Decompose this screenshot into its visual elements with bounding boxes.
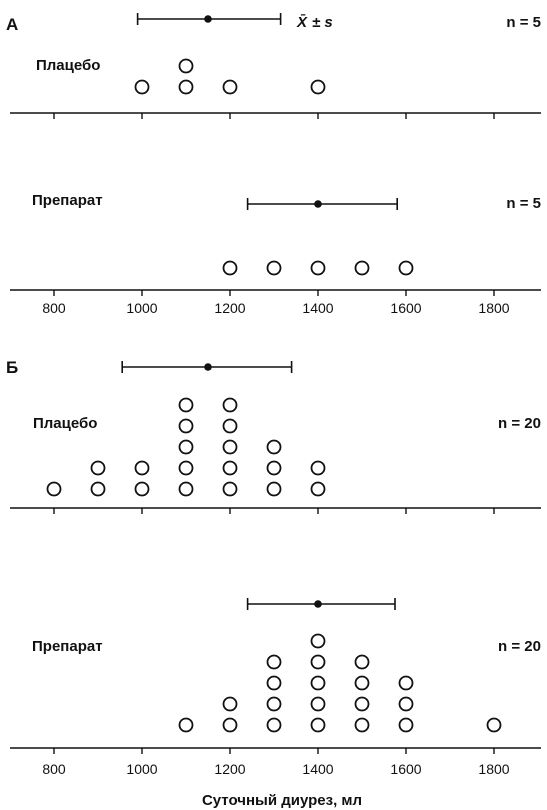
data-point-b-drug-9 xyxy=(310,696,326,712)
data-point-b-placebo-14 xyxy=(222,418,238,434)
data-point-b-placebo-18 xyxy=(266,439,282,455)
data-point-b-placebo-8 xyxy=(178,439,194,455)
x-tick-label-4-1600: 1600 xyxy=(390,761,421,777)
panel-label-a: А xyxy=(6,15,18,34)
data-point-b-drug-2 xyxy=(222,717,238,733)
plot-marks: 800 1000 1200 1400 1600 1800 800 1000 1200 1400 16… xyxy=(10,13,541,777)
data-point-b-placebo-19 xyxy=(310,481,326,497)
data-point-b-drug-10 xyxy=(310,675,326,691)
x-tick-label-4-1400: 1400 xyxy=(302,761,333,777)
n-label-a-drug: n = 5 xyxy=(506,195,541,212)
x-tick-label-4-1000: 1000 xyxy=(126,761,157,777)
data-point-a-placebo-3 xyxy=(178,58,194,74)
data-point-b-drug-13 xyxy=(354,717,370,733)
x-tick-label-2-1000: 1000 xyxy=(126,300,157,316)
data-point-a-drug-3 xyxy=(310,260,326,276)
data-point-b-drug-3 xyxy=(222,696,238,712)
mean-point-b-drug xyxy=(314,600,322,608)
data-point-b-placebo-6 xyxy=(178,481,194,497)
data-point-b-drug-20 xyxy=(486,717,502,733)
data-point-b-drug-19 xyxy=(398,675,414,691)
data-point-a-drug-4 xyxy=(354,260,370,276)
data-point-b-placebo-16 xyxy=(266,481,282,497)
data-point-b-drug-18 xyxy=(398,696,414,712)
data-point-b-placebo-7 xyxy=(178,460,194,476)
data-point-a-placebo-2 xyxy=(178,79,194,95)
data-point-b-drug-7 xyxy=(266,654,282,670)
legend-sd-text: ± s xyxy=(312,14,333,31)
x-tick-label-2-1800: 1800 xyxy=(478,300,509,316)
x-tick-label-2-800: 800 xyxy=(42,300,66,316)
data-point-b-placebo-11 xyxy=(222,481,238,497)
data-point-b-drug-1 xyxy=(178,717,194,733)
x-tick-label-2-1400: 1400 xyxy=(302,300,333,316)
x-tick-label-2-1200: 1200 xyxy=(214,300,245,316)
data-point-b-drug-16 xyxy=(354,654,370,670)
data-point-a-drug-5 xyxy=(398,260,414,276)
legend-mean-symbol: X̄ xyxy=(296,13,308,31)
n-label-b-placebo: n = 20 xyxy=(498,415,541,432)
data-point-b-placebo-2 xyxy=(90,481,106,497)
data-point-b-drug-6 xyxy=(266,675,282,691)
data-point-b-placebo-4 xyxy=(134,481,150,497)
data-point-a-placebo-4 xyxy=(222,79,238,95)
group-label-a-placebo: Плацебо xyxy=(36,57,100,74)
data-point-b-drug-15 xyxy=(354,675,370,691)
x-tick-label-4-1800: 1800 xyxy=(478,761,509,777)
data-point-b-drug-12 xyxy=(310,633,326,649)
group-label-a-drug: Препарат xyxy=(32,192,103,209)
data-point-b-drug-17 xyxy=(398,717,414,733)
data-point-b-placebo-15 xyxy=(222,397,238,413)
data-point-b-drug-14 xyxy=(354,696,370,712)
data-point-b-placebo-5 xyxy=(134,460,150,476)
data-point-b-drug-11 xyxy=(310,654,326,670)
x-tick-label-4-1200: 1200 xyxy=(214,761,245,777)
group-label-b-drug: Препарат xyxy=(32,638,103,655)
data-point-b-drug-5 xyxy=(266,696,282,712)
x-axis-title: Суточный диурез, мл xyxy=(202,792,362,809)
data-point-b-drug-4 xyxy=(266,717,282,733)
x-tick-label-2-1600: 1600 xyxy=(390,300,421,316)
n-label-panel-a-top: n = 5 xyxy=(506,14,541,31)
n-label-b-drug: n = 20 xyxy=(498,638,541,655)
x-tick-label-4-800: 800 xyxy=(42,761,66,777)
data-point-b-placebo-17 xyxy=(266,460,282,476)
data-point-a-placebo-1 xyxy=(134,79,150,95)
data-point-b-drug-8 xyxy=(310,717,326,733)
data-point-b-placebo-1 xyxy=(46,481,62,497)
data-point-b-placebo-9 xyxy=(178,418,194,434)
group-label-b-placebo: Плацебо xyxy=(33,415,97,432)
mean-point-b-placebo xyxy=(204,363,212,371)
data-point-a-placebo-5 xyxy=(310,79,326,95)
data-point-b-placebo-13 xyxy=(222,439,238,455)
data-point-b-placebo-12 xyxy=(222,460,238,476)
data-point-a-drug-1 xyxy=(222,260,238,276)
data-point-a-drug-2 xyxy=(266,260,282,276)
panel-label-b: Б xyxy=(6,358,18,377)
mean-point-a-drug xyxy=(314,200,322,208)
data-point-b-placebo-20 xyxy=(310,460,326,476)
data-point-b-placebo-3 xyxy=(90,460,106,476)
mean-point-a-placebo xyxy=(204,15,212,23)
data-point-b-placebo-10 xyxy=(178,397,194,413)
